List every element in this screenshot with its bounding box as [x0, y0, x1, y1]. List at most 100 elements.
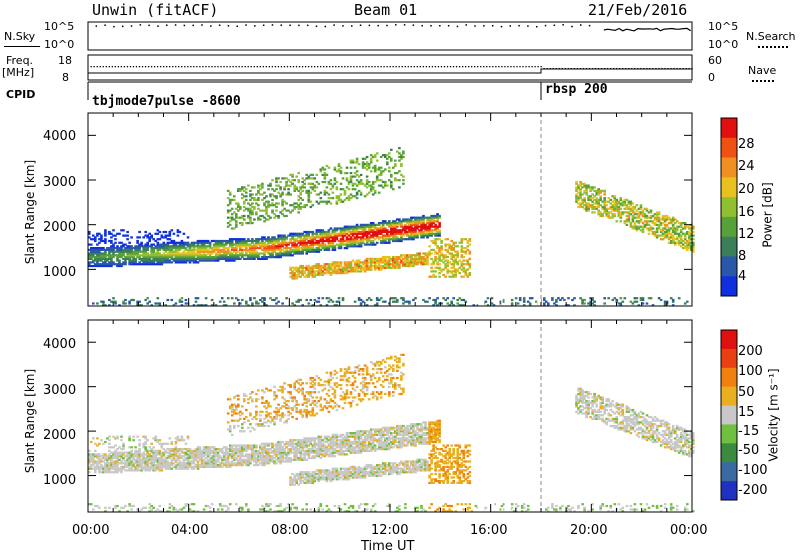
- scatter-cell: [114, 465, 117, 468]
- scatter-cell: [444, 245, 447, 248]
- scatter-cell: [132, 462, 135, 465]
- scatter-cell: [661, 216, 665, 219]
- scatter-cell: [428, 234, 431, 237]
- scatter-cell: [347, 270, 351, 273]
- scatter-cell: [369, 225, 373, 228]
- scatter-cell: [412, 230, 415, 234]
- scatter-cell: [150, 245, 153, 248]
- scatter-cell: [579, 193, 582, 196]
- scatter-cell: [114, 455, 117, 458]
- scatter-cell: [307, 250, 311, 253]
- scatter-cell: [468, 263, 472, 266]
- scatter-cell: [319, 191, 323, 194]
- scatter-cell: [245, 245, 248, 248]
- scatter-cell: [245, 250, 248, 253]
- scatter-cell: [434, 225, 437, 228]
- scatter-cell: [198, 455, 202, 458]
- scatter-cell: [575, 182, 578, 185]
- scatter-cell: [361, 263, 365, 266]
- scatter-cell: [388, 263, 391, 266]
- scatter-cell: [281, 238, 284, 241]
- scatter-cell: [152, 455, 155, 458]
- scatter-cell: [426, 229, 429, 232]
- scatter-cell: [174, 440, 178, 444]
- scatter-cell: [422, 227, 425, 230]
- scatter-cell: [128, 259, 131, 262]
- scatter-cell: [249, 216, 252, 219]
- scatter-cell: [605, 204, 608, 207]
- nsearch-dotted-underline: [758, 46, 788, 48]
- scatter-cell: [394, 222, 397, 225]
- scatter-cell: [339, 232, 343, 235]
- scatter-cell: [291, 254, 294, 257]
- scatter-cell: [249, 218, 252, 221]
- scatter-cell: [108, 467, 111, 470]
- scatter-cell: [295, 202, 298, 205]
- scatter-cell: [172, 453, 176, 456]
- scatter-cell: [365, 298, 369, 302]
- scatter-cell: [184, 503, 188, 506]
- scatter-cell: [446, 264, 449, 268]
- scatter-cell: [323, 230, 327, 234]
- scatter-cell: [653, 216, 657, 219]
- scatter-cell: [303, 239, 306, 243]
- scatter-cell: [579, 204, 582, 207]
- scatter-cell: [327, 300, 331, 303]
- scatter-cell: [190, 455, 194, 458]
- scatter-cell: [321, 247, 325, 250]
- scatter-cell: [422, 230, 425, 234]
- scatter-cell: [239, 462, 242, 465]
- scatter-cell: [671, 234, 675, 237]
- scatter-cell: [331, 248, 335, 251]
- scatter-cell: [142, 460, 145, 463]
- scatter-cell: [277, 202, 280, 205]
- scatter-cell: [168, 451, 172, 454]
- scatter-cell: [186, 449, 190, 452]
- scatter-cell: [106, 254, 109, 257]
- scatter-cell: [160, 263, 164, 266]
- scatter-cell: [394, 264, 397, 268]
- scatter-cell: [188, 449, 192, 452]
- scatter-cell: [241, 241, 244, 244]
- scatter-cell: [237, 216, 240, 219]
- scatter-cell: [263, 197, 266, 200]
- scatter-cell: [168, 241, 172, 244]
- scatter-cell: [237, 464, 240, 467]
- scatter-cell: [168, 250, 172, 253]
- scatter-cell: [241, 222, 244, 225]
- scatter-cell: [178, 456, 182, 460]
- scatter-cell: [120, 250, 123, 253]
- scatter-cell: [351, 225, 355, 228]
- scatter-cell: [434, 220, 437, 223]
- scatter-cell: [128, 263, 131, 266]
- scatter-cell: [156, 508, 160, 511]
- scatter-cell: [277, 238, 280, 241]
- scatter-cell: [323, 191, 327, 194]
- scatter-cell: [281, 213, 284, 216]
- scatter-cell: [164, 451, 168, 454]
- scatter-cell: [104, 467, 107, 470]
- scatter-cell: [388, 238, 391, 241]
- scatter-cell: [466, 273, 470, 276]
- scatter-cell: [100, 300, 103, 303]
- scatter-cell: [446, 248, 449, 251]
- scatter-cell: [233, 396, 236, 399]
- scatter-cell: [681, 239, 685, 243]
- scatter-cell: [243, 398, 246, 401]
- scatter-cell: [112, 300, 115, 303]
- scatter-cell: [251, 250, 254, 253]
- scatter-cell: [122, 465, 125, 468]
- scatter-cell: [245, 252, 248, 255]
- scatter-cell: [170, 241, 174, 244]
- scatter-cell: [355, 264, 359, 268]
- scatter-cell: [247, 207, 250, 210]
- scatter-cell: [313, 186, 317, 189]
- scatter-cell: [593, 186, 596, 189]
- scatter-cell: [281, 204, 284, 207]
- scatter-cell: [224, 460, 228, 463]
- scatter-cell: [323, 234, 327, 237]
- scatter-cell: [180, 451, 184, 454]
- scatter-cell: [128, 467, 131, 470]
- scatter-cell: [595, 191, 598, 194]
- scatter-cell: [106, 469, 109, 472]
